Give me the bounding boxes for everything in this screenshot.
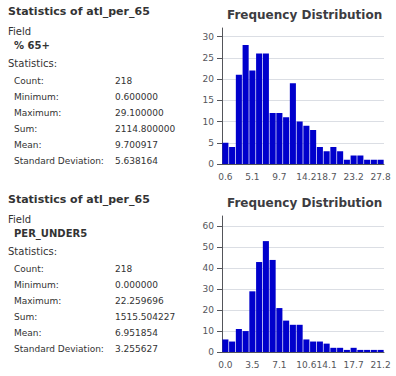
svg-text:14.2: 14.2 [296, 172, 316, 182]
svg-text:1515.504227: 1515.504227 [115, 312, 175, 322]
svg-text:Frequency Distribution: Frequency Distribution [227, 196, 382, 210]
svg-text:10: 10 [203, 117, 215, 127]
svg-text:17.7: 17.7 [344, 360, 364, 370]
svg-text:PER_UNDER5: PER_UNDER5 [14, 228, 87, 240]
svg-text:10: 10 [203, 326, 215, 336]
svg-text:50: 50 [203, 242, 215, 252]
svg-text:7.1: 7.1 [272, 360, 286, 370]
svg-text:Mean:: Mean: [14, 328, 42, 338]
svg-text:Maximum:: Maximum: [14, 108, 61, 118]
svg-text:Frequency Distribution: Frequency Distribution [227, 8, 382, 22]
svg-text:25: 25 [203, 53, 214, 63]
svg-text:Mean:: Mean: [14, 140, 42, 150]
svg-text:5.638164: 5.638164 [115, 156, 158, 166]
svg-text:30: 30 [203, 32, 215, 42]
svg-text:% 65+: % 65+ [14, 40, 50, 51]
svg-text:218: 218 [115, 76, 132, 86]
svg-text:40: 40 [203, 263, 215, 273]
svg-text:Maximum:: Maximum: [14, 296, 61, 306]
svg-text:218: 218 [115, 264, 132, 274]
svg-text:3.255627: 3.255627 [115, 344, 158, 354]
svg-text:Statistics:: Statistics: [8, 246, 57, 257]
svg-text:Standard Deviation:: Standard Deviation: [14, 344, 104, 354]
svg-text:5.1: 5.1 [245, 172, 259, 182]
svg-text:2114.800000: 2114.800000 [115, 124, 175, 134]
svg-text:Count:: Count: [14, 76, 44, 86]
svg-text:Minimum:: Minimum: [14, 280, 59, 290]
svg-text:0.600000: 0.600000 [115, 92, 158, 102]
svg-text:Field: Field [8, 214, 31, 225]
svg-text:9.7: 9.7 [272, 172, 286, 182]
svg-text:Standard Deviation:: Standard Deviation: [14, 156, 104, 166]
svg-text:Statistics of atl_per_65: Statistics of atl_per_65 [8, 193, 150, 206]
svg-text:20: 20 [203, 74, 215, 84]
svg-text:0: 0 [208, 159, 214, 169]
svg-text:15: 15 [203, 95, 214, 105]
svg-text:20: 20 [203, 305, 215, 315]
svg-text:29.100000: 29.100000 [115, 108, 164, 118]
svg-text:0.6: 0.6 [218, 172, 233, 182]
svg-text:9.700917: 9.700917 [115, 140, 158, 150]
svg-text:Field: Field [8, 26, 31, 37]
svg-text:0.000000: 0.000000 [115, 280, 158, 290]
svg-text:21.2: 21.2 [371, 360, 391, 370]
svg-text:23.2: 23.2 [344, 172, 364, 182]
svg-text:Sum:: Sum: [14, 124, 37, 134]
svg-text:30: 30 [203, 284, 215, 294]
svg-text:18.7: 18.7 [317, 172, 337, 182]
svg-text:Minimum:: Minimum: [14, 92, 59, 102]
svg-text:27.8: 27.8 [371, 172, 391, 182]
svg-text:0.0: 0.0 [218, 360, 233, 370]
svg-text:22.259696: 22.259696 [115, 296, 164, 306]
svg-text:5: 5 [208, 138, 214, 148]
svg-text:14.1: 14.1 [317, 360, 337, 370]
svg-text:Statistics:: Statistics: [8, 58, 57, 69]
svg-text:3.5: 3.5 [245, 360, 259, 370]
svg-text:60: 60 [203, 221, 215, 231]
svg-text:0: 0 [208, 347, 214, 357]
svg-text:Sum:: Sum: [14, 312, 37, 322]
svg-text:10.6: 10.6 [296, 360, 316, 370]
svg-text:6.951854: 6.951854 [115, 328, 158, 338]
svg-text:Count:: Count: [14, 264, 44, 274]
svg-text:Statistics of atl_per_65: Statistics of atl_per_65 [8, 5, 150, 18]
